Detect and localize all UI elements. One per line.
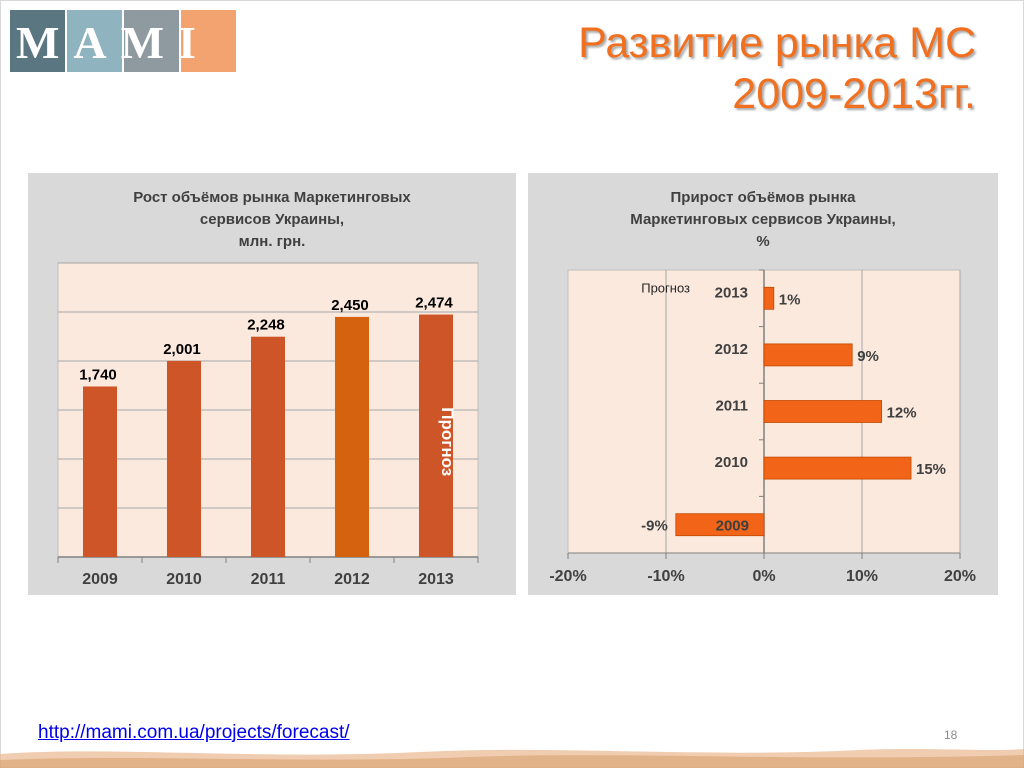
volume-chart-title: Рост объёмов рынка Маркетинговых сервисо… [28,187,516,253]
volume-chart-title-line: Рост объёмов рынка Маркетинговых [133,189,411,206]
bar [763,286,775,310]
data-label: 9% [857,348,879,365]
forecast-annotation: Прогноз [641,280,690,295]
data-label: 12% [887,405,917,422]
data-label: 2,474 [415,295,453,312]
svg-text:MAMI: MAMI [16,17,210,68]
slide-title-line2: 2009-2013гг. [732,70,976,118]
growth-chart-title-line: Прирост объёмов рынка [670,189,856,206]
volume-chart-panel: Рост объёмов рынка Маркетинговых сервисо… [28,173,516,595]
bar [763,343,853,367]
category-label: 2011 [715,398,748,415]
slide-title-line1: Развитие рынка МС [578,19,976,67]
page-number: 18 [944,728,958,742]
x-tick-label: 10% [846,568,878,585]
slide-title: Развитие рынка МС 2009-2013гг. [416,18,976,120]
bar [83,386,117,557]
data-label: 1,740 [79,366,117,383]
x-tick-label: 2011 [251,571,286,588]
bar [763,456,912,480]
data-label: 15% [916,461,946,478]
category-label: 2013 [715,284,748,301]
growth-chart-title-line: Маркетинговых сервисов Украины, [630,211,896,228]
data-label: 2,450 [331,297,369,314]
bar [675,513,765,537]
growth-chart-title: Прирост объёмов рынка Маркетинговых серв… [528,187,998,253]
data-label: 1% [779,291,801,308]
category-label: 2009 [716,518,749,535]
decorative-brush-stroke [0,749,1024,768]
volume-bar-chart: 1,740 2009 2,001 2010 2,248 2011 2,450 2012 2,47… [57,262,479,588]
x-tick-label: 20% [944,568,976,585]
bar [251,336,285,557]
x-tick-label: 0% [752,568,775,585]
x-tick-label: 2009 [82,571,118,588]
volume-chart-title-line: млн. грн. [238,233,306,250]
mami-logo: MAMI [10,10,236,72]
data-label: -9% [641,518,668,535]
x-tick-label: 2012 [334,571,370,588]
x-tick-label: -20% [549,568,586,585]
category-label: 2012 [715,341,748,358]
bar [335,316,369,557]
bar [167,360,201,557]
forecast-annotation: Прогноз [438,407,457,476]
data-label: 2,001 [163,341,201,358]
growth-chart-panel: Прирост объёмов рынка Маркетинговых серв… [528,173,998,595]
volume-chart-title-line: сервисов Украины, [199,211,345,228]
x-tick-label: 2010 [166,571,202,588]
bar [419,314,453,557]
bar [763,400,882,423]
growth-chart-title-line: % [756,233,770,250]
x-tick-label: 2013 [418,571,454,588]
x-tick-label: -10% [647,568,684,585]
category-label: 2010 [715,454,748,471]
data-label: 2,248 [247,317,285,334]
forecast-link[interactable]: http://mami.com.ua/projects/forecast/ [38,722,350,743]
growth-bar-chart: 2013 1% Прогноз 2012 9% 2011 12% 2010 15% 2009 -9%… [549,269,976,585]
